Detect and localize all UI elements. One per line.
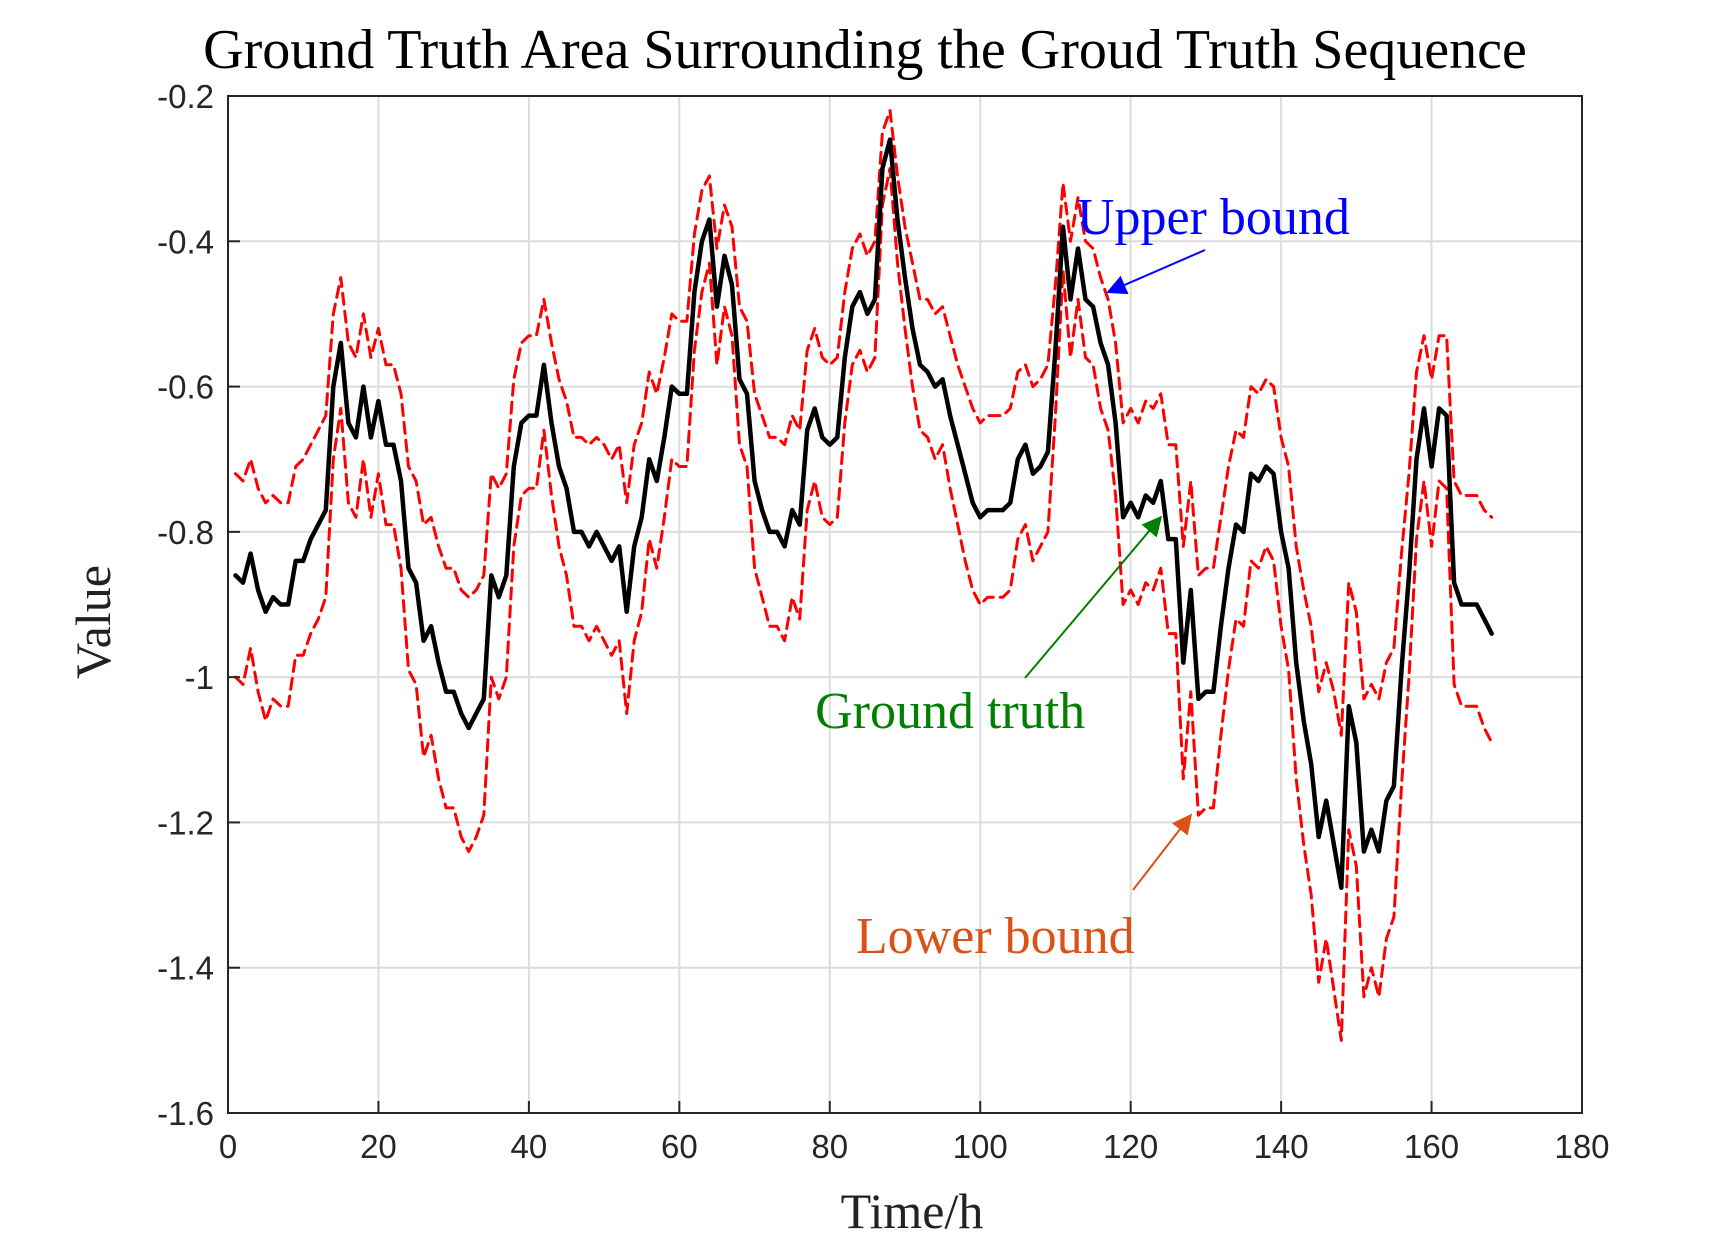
series-layer — [233, 109, 1494, 1042]
ground-truth-line — [233, 137, 1494, 891]
y-tick-label-4: -0.8 — [157, 514, 214, 551]
y-tick-label-2: -1.2 — [157, 804, 214, 841]
ground-truth-annotation: Ground truth — [815, 683, 1085, 740]
x-tick-label-8: 160 — [1404, 1128, 1459, 1165]
y-tick-label-7: -0.2 — [157, 78, 214, 115]
x-tick-label-4: 80 — [811, 1128, 848, 1165]
ticks: 0 20 40 60 80 100 120 140 160 180 -1.6 -1.4 -1.2 -1 -0… — [157, 78, 1609, 1165]
chart-title: Ground Truth Area Surrounding the Groud … — [203, 19, 1527, 81]
x-tick-label-0: 0 — [219, 1128, 237, 1165]
upper-bound-line — [234, 109, 1494, 737]
x-tick-label-7: 140 — [1254, 1128, 1309, 1165]
lower-bound-line — [234, 167, 1494, 1042]
x-tick-label-6: 120 — [1103, 1128, 1158, 1165]
upper-bound-annotation: Upper bound — [1077, 189, 1350, 246]
y-tick-label-1: -1.4 — [157, 950, 214, 987]
lower-bound-annotation: Lower bound — [856, 908, 1135, 965]
ground-truth-arrow — [1024, 515, 1163, 679]
x-tick-label-5: 100 — [953, 1128, 1008, 1165]
lower-bound-arrow — [1132, 813, 1193, 891]
y-axis-label: Value — [65, 565, 121, 679]
y-tick-label-0: -1.6 — [157, 1095, 214, 1132]
x-tick-label-9: 180 — [1554, 1128, 1609, 1165]
upper-bound-arrow — [1106, 249, 1206, 295]
x-axis-label: Time/h — [841, 1183, 984, 1239]
x-tick-label-2: 40 — [511, 1128, 548, 1165]
y-tick-label-3: -1 — [185, 659, 214, 696]
y-tick-label-6: -0.4 — [157, 223, 214, 260]
y-tick-label-5: -0.6 — [157, 369, 214, 406]
annotations: Upper bound Ground truth Lower bound — [815, 189, 1350, 965]
x-tick-label-3: 60 — [661, 1128, 698, 1165]
x-tick-label-1: 20 — [360, 1128, 397, 1165]
plot-frame — [227, 95, 1583, 1114]
